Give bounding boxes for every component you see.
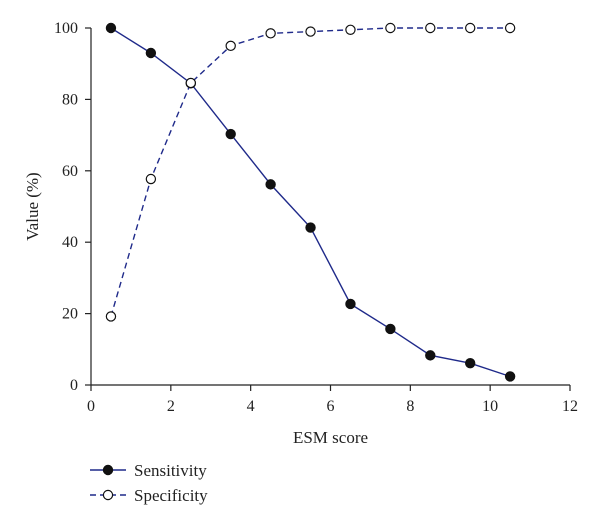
data-point-specificity <box>425 22 436 34</box>
legend-label-sensitivity: Sensitivity <box>134 461 207 480</box>
data-point-specificity <box>225 40 236 52</box>
x-tick-label: 12 <box>562 398 578 415</box>
axes: 0 2 4 6 8 10 12 0 20 40 60 80 100 <box>54 20 578 415</box>
data-point-specificity <box>385 22 396 34</box>
data-point-sensitivity <box>465 358 476 369</box>
data-point-sensitivity <box>425 350 436 361</box>
data-point-sensitivity <box>145 47 157 59</box>
data-point-specificity <box>185 77 196 89</box>
series-layer <box>105 22 516 382</box>
y-tick-label: 100 <box>54 20 78 37</box>
data-point-sensitivity <box>225 128 236 140</box>
data-point-sensitivity <box>105 22 117 34</box>
y-tick-label: 0 <box>70 377 78 394</box>
x-axis-title: ESM score <box>293 428 368 447</box>
data-point-sensitivity <box>345 298 356 310</box>
x-tick-label: 6 <box>327 398 335 415</box>
legend: Sensitivity Specificity <box>90 461 208 505</box>
data-point-specificity <box>105 311 117 322</box>
data-point-sensitivity <box>385 323 396 335</box>
x-tick-label: 4 <box>247 398 255 415</box>
legend-marker-sensitivity <box>102 464 114 476</box>
data-point-specificity <box>465 22 476 34</box>
legend-marker-specificity <box>102 489 114 501</box>
x-tick-label: 10 <box>482 398 498 415</box>
x-tick-label: 0 <box>87 398 95 415</box>
x-tick-label: 8 <box>406 398 414 415</box>
data-point-sensitivity <box>504 371 516 382</box>
data-point-sensitivity <box>265 179 276 190</box>
data-point-specificity <box>145 173 157 185</box>
data-point-specificity <box>305 26 316 37</box>
y-tick-label: 40 <box>62 234 78 251</box>
y-tick-label: 20 <box>62 306 78 323</box>
x-tick-label: 2 <box>167 398 175 415</box>
series-line-specificity <box>110 27 511 317</box>
legend-label-specificity: Specificity <box>134 486 208 505</box>
data-point-specificity <box>265 28 276 39</box>
data-point-specificity <box>504 22 516 34</box>
y-axis-title: Value (%) <box>23 172 42 240</box>
data-point-specificity <box>345 24 356 35</box>
data-point-sensitivity <box>305 222 316 233</box>
series-line-sensitivity <box>110 27 511 378</box>
y-tick-label: 60 <box>62 163 78 180</box>
y-tick-label: 80 <box>62 91 78 108</box>
